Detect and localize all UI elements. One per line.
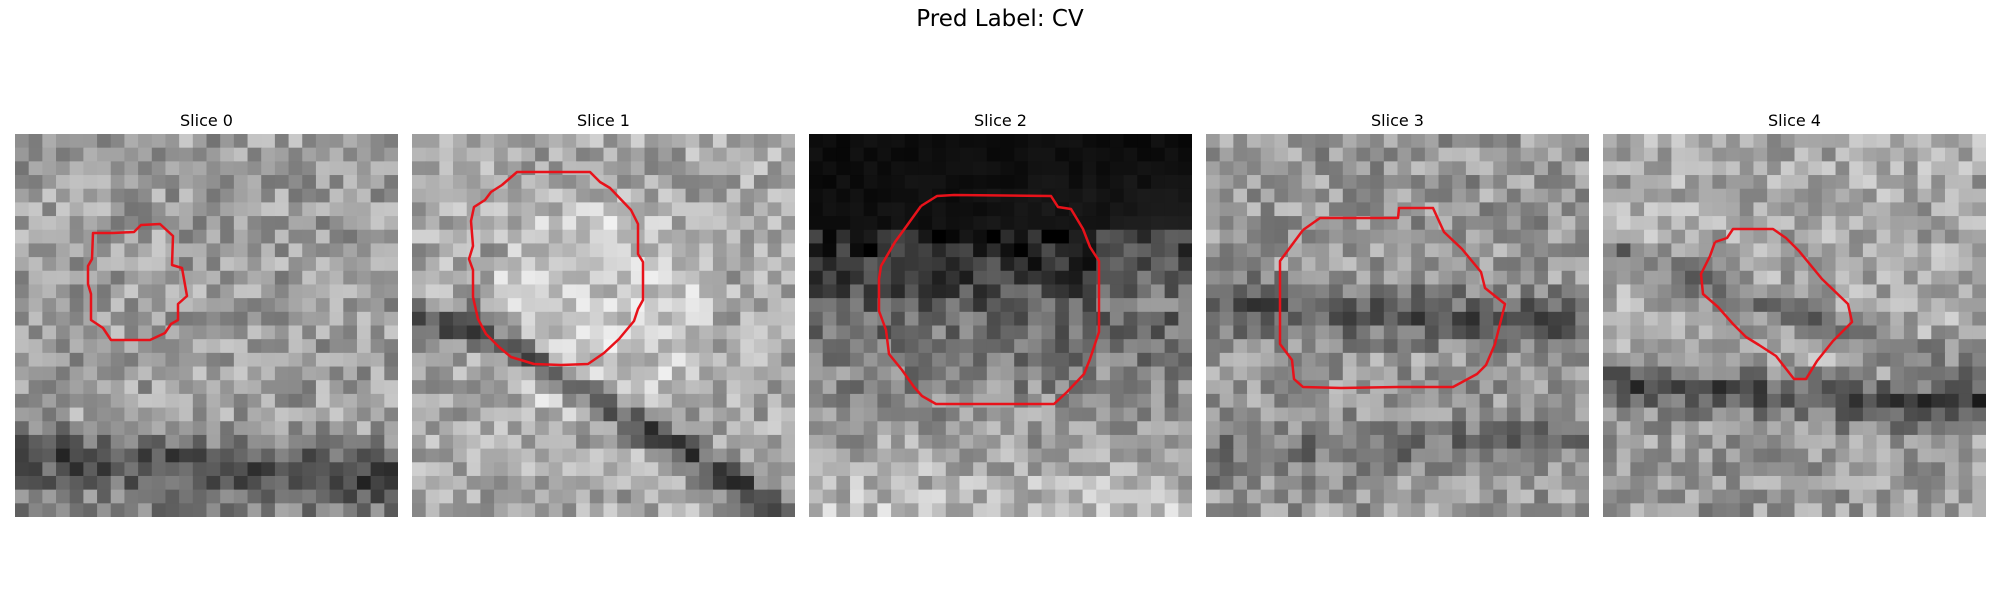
slice-0-image [15, 134, 398, 517]
slice-2-contour [877, 193, 1101, 406]
slice-4-pixels [1603, 134, 1986, 517]
slice-1-title: Slice 1 [577, 111, 630, 130]
slice-3-image [1206, 134, 1589, 517]
slice-panel-4: Slice 4 [1603, 108, 1986, 517]
slice-0-contour [86, 222, 189, 342]
slice-1-contour [467, 170, 645, 367]
slice-3-pixels [1206, 134, 1589, 517]
slice-panel-1: Slice 1 [412, 108, 795, 517]
slice-panel-0: Slice 0 [15, 108, 398, 517]
slice-0-title: Slice 0 [180, 111, 233, 130]
slice-2-pixels [809, 134, 1192, 517]
slice-4-image [1603, 134, 1986, 517]
slice-4-title: Slice 4 [1768, 111, 1821, 130]
slice-0-pixels [15, 134, 398, 517]
figure-title: Pred Label: CV [916, 6, 1084, 32]
slice-2-title: Slice 2 [974, 111, 1027, 130]
slice-panel-2: Slice 2 [809, 108, 1192, 517]
slice-panel-3: Slice 3 [1206, 108, 1589, 517]
slice-2-image [809, 134, 1192, 517]
slice-1-image [412, 134, 795, 517]
slice-4-contour [1699, 227, 1854, 381]
slice-3-title: Slice 3 [1371, 111, 1424, 130]
slice-3-contour [1278, 206, 1507, 390]
slice-1-pixels [412, 134, 795, 517]
